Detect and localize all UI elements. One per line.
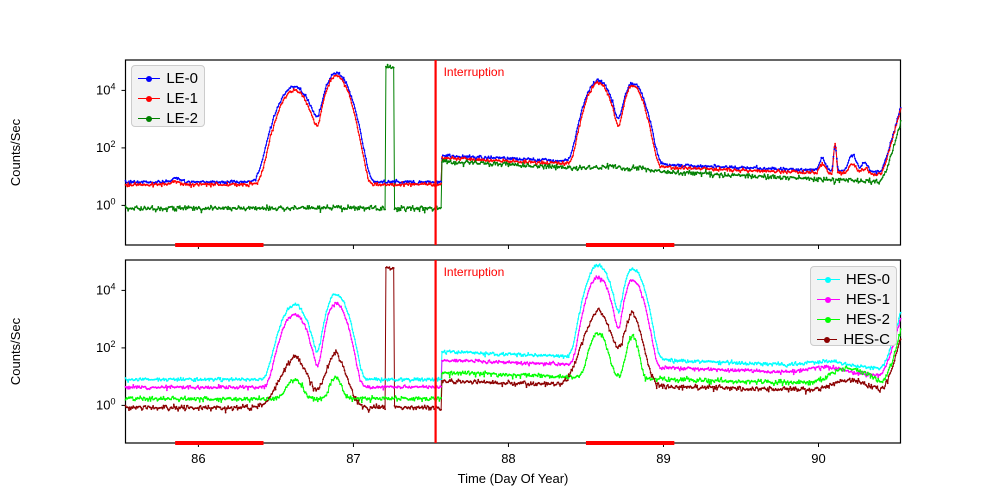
svg-text:Time (Day Of Year): Time (Day Of Year) bbox=[458, 471, 569, 486]
svg-text:90: 90 bbox=[811, 451, 825, 466]
svg-text:Counts/Sec: Counts/Sec bbox=[8, 118, 23, 186]
svg-text:87: 87 bbox=[346, 451, 360, 466]
svg-text:Interruption: Interruption bbox=[444, 65, 505, 79]
svg-text:Interruption: Interruption bbox=[444, 265, 505, 279]
svg-text:86: 86 bbox=[191, 451, 205, 466]
svg-text:88: 88 bbox=[501, 451, 515, 466]
svg-text:89: 89 bbox=[656, 451, 670, 466]
svg-text:Counts/Sec: Counts/Sec bbox=[8, 317, 23, 385]
